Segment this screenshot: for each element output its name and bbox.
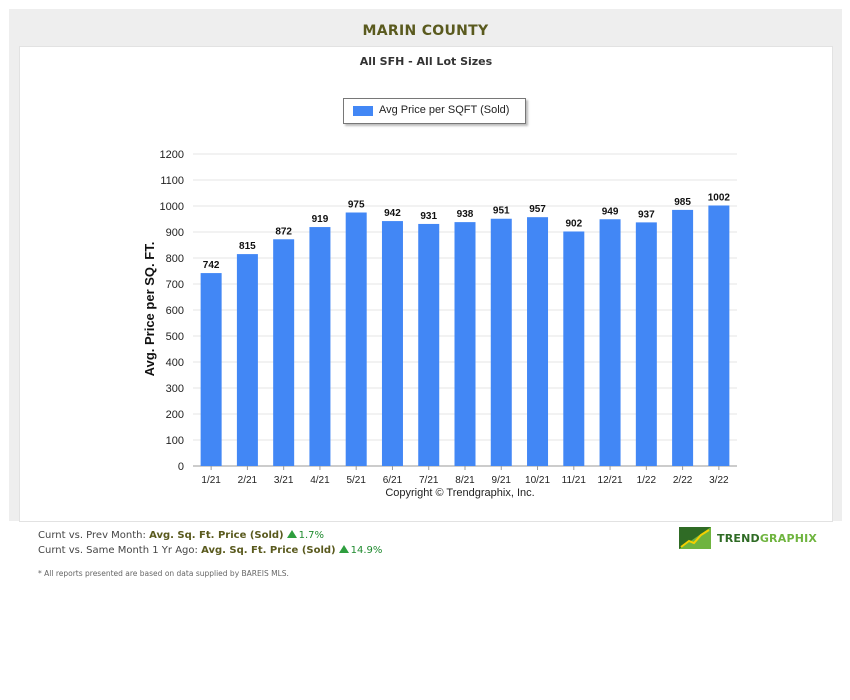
stat-prev-month: Curnt vs. Prev Month: Avg. Sq. Ft. Price… (38, 528, 382, 543)
x-tick-label: 1/22 (637, 475, 657, 486)
logo-chart-icon (679, 527, 711, 549)
legend-swatch (353, 106, 373, 116)
x-tick-label: 3/21 (274, 475, 294, 486)
x-tick-label: 2/22 (673, 475, 693, 486)
data-label: 942 (384, 208, 401, 219)
bar-8-21 (454, 222, 476, 466)
y-tick-label: 1100 (160, 175, 184, 187)
data-label: 949 (602, 206, 619, 217)
x-tick-label: 7/21 (419, 475, 439, 486)
x-tick-label: 12/21 (598, 475, 623, 486)
bar-10-21 (527, 217, 549, 466)
up-arrow-icon (286, 530, 297, 538)
bar-2-21 (236, 254, 258, 466)
y-tick-label: 900 (166, 227, 184, 239)
data-label: 902 (565, 218, 582, 229)
y-tick-label: 400 (166, 357, 184, 369)
bar-11-21 (563, 231, 585, 466)
data-label: 951 (493, 206, 510, 217)
chart-panel: All SFH - All Lot Sizes Avg Price per SQ… (19, 46, 833, 522)
x-tick-label: 5/21 (346, 475, 366, 486)
y-tick-label: 500 (166, 331, 184, 343)
data-label: 957 (529, 204, 546, 215)
y-tick-label: 200 (166, 409, 184, 421)
x-tick-label: 4/21 (310, 475, 330, 486)
y-tick-label: 0 (178, 461, 184, 473)
bar-3-21 (273, 239, 295, 466)
footnote: * All reports presented are based on dat… (38, 569, 289, 578)
x-tick-label: 8/21 (455, 475, 475, 486)
data-label: 985 (674, 197, 691, 208)
bar-6-21 (381, 221, 403, 466)
data-label: 919 (312, 214, 329, 225)
x-tick-label: 2/21 (238, 475, 258, 486)
logo-wordmark-part1: TREND (717, 532, 760, 545)
y-tick-label: 800 (166, 253, 184, 265)
stat-year-ago-metric: Avg. Sq. Ft. Price (Sold) (201, 545, 336, 556)
chart-legend[interactable]: Avg Price per SQFT (Sold) (343, 98, 526, 124)
bar-7-21 (418, 223, 440, 466)
bar-12-21 (599, 219, 621, 466)
y-tick-label: 1200 (160, 149, 184, 161)
logo-wordmark: TRENDGRAPHIX (717, 532, 817, 545)
x-tick-label: 3/22 (709, 475, 729, 486)
copyright-text: Copyright © Trendgraphix, Inc. (385, 487, 535, 499)
x-tick-label: 9/21 (492, 475, 512, 486)
stats-block: Curnt vs. Prev Month: Avg. Sq. Ft. Price… (38, 528, 382, 558)
logo-wordmark-part2: GRAPHIX (759, 532, 818, 545)
trendgraphix-logo: TRENDGRAPHIX (679, 527, 819, 551)
data-label: 938 (457, 209, 474, 220)
x-tick-label: 6/21 (383, 475, 403, 486)
chart-subtitle: All SFH - All Lot Sizes (359, 55, 493, 68)
data-label: 975 (348, 200, 365, 211)
stat-prev-month-change: 1.7% (298, 530, 325, 541)
legend-label: Avg Price per SQFT (Sold) (379, 104, 510, 116)
y-tick-label: 100 (166, 435, 184, 447)
data-label: 872 (275, 226, 292, 237)
bar-9-21 (490, 218, 512, 466)
up-arrow-icon (338, 545, 349, 553)
bar-5-21 (345, 212, 367, 466)
stat-year-ago: Curnt vs. Same Month 1 Yr Ago: Avg. Sq. … (38, 543, 382, 558)
stat-prev-month-metric: Avg. Sq. Ft. Price (Sold) (149, 530, 284, 541)
stat-prev-month-prefix: Curnt vs. Prev Month: (38, 530, 146, 541)
bar-4-21 (309, 227, 331, 466)
report-frame: MARIN COUNTY All SFH - All Lot Sizes Avg… (9, 9, 842, 522)
data-label: 742 (203, 260, 220, 271)
data-label: 937 (638, 209, 655, 220)
y-tick-label: 300 (166, 383, 184, 395)
y-axis-label: Avg. Price per SQ. FT. (142, 242, 157, 377)
y-tick-label: 1000 (160, 201, 184, 213)
y-tick-label: 600 (166, 305, 184, 317)
bar-1-21 (200, 273, 222, 466)
stat-year-ago-change: 14.9% (350, 545, 383, 556)
stat-year-ago-prefix: Curnt vs. Same Month 1 Yr Ago: (38, 545, 198, 556)
x-tick-label: 1/21 (201, 475, 221, 486)
page-title: MARIN COUNTY (362, 23, 489, 39)
bar-chart: 0 100 200 300 400 500 600 700 800 900 1000 1100 1200… (142, 149, 737, 486)
x-tick-label: 10/21 (525, 475, 550, 486)
bar-3-22 (708, 205, 730, 467)
data-label: 931 (420, 211, 437, 222)
data-label: 815 (239, 241, 256, 252)
data-label: 1002 (708, 192, 731, 203)
bar-2-22 (672, 209, 694, 466)
x-tick-label: 11/21 (562, 475, 587, 486)
y-tick-label: 700 (166, 279, 184, 291)
bar-1-22 (635, 222, 657, 466)
